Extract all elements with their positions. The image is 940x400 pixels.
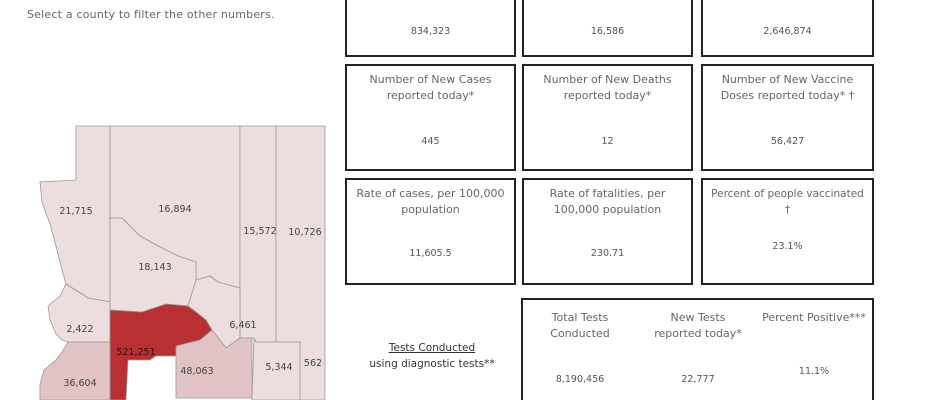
county-graham[interactable] <box>251 337 301 400</box>
county-label-greenlee: 562 <box>304 358 322 369</box>
card-new-deaths-title-1: Number of New Deaths <box>543 73 672 86</box>
tests-heading[interactable]: Tests Conducted <box>388 342 476 354</box>
card-fatality-rate: Rate of fatalities, per 100,000 populati… <box>522 178 693 285</box>
county-label-coconino: 16,894 <box>158 204 191 215</box>
card-new-deaths-title-2: reported today* <box>563 89 652 102</box>
card-new-cases-value: 445 <box>421 136 440 147</box>
card-pct-vaccinated-value: 23.1% <box>772 241 803 252</box>
county-label-gila: 6,461 <box>229 320 256 331</box>
tests-pct-title-1: Percent Positive*** <box>762 311 866 324</box>
county-yuma[interactable] <box>39 341 111 400</box>
card-pct-vaccinated: Percent of people vaccinated † 23.1% <box>701 178 874 285</box>
card-new-doses-title-1: Number of New Vaccine <box>721 73 854 86</box>
county-label-lapaz: 2,422 <box>66 324 93 335</box>
county-label-yavapai: 18,143 <box>138 262 171 273</box>
tests-pct-title: Percent Positive*** <box>759 310 869 326</box>
tests-total-title: Total Tests Conducted <box>525 310 635 342</box>
tests-new-title-2: reported today* <box>654 327 742 340</box>
card-fatality-rate-value: 230.71 <box>590 248 625 259</box>
card-new-doses-title-2: Doses reported today* † <box>720 89 855 102</box>
county-label-apache: 10,726 <box>288 227 321 238</box>
card-deaths-total-value: 16,586 <box>590 26 625 37</box>
tests-pct-value: 11.1% <box>798 366 830 377</box>
card-deaths-total: 16,586 <box>522 0 693 57</box>
tests-new-value: 22,777 <box>681 374 715 385</box>
card-doses-total: 2,646,874 <box>701 0 874 57</box>
card-case-rate-value: 11,605.5 <box>409 248 452 259</box>
card-new-doses-value: 56,427 <box>770 136 805 147</box>
tests-new-title: New Tests reported today* <box>643 310 753 342</box>
card-cases-total-value: 834,323 <box>410 26 451 37</box>
card-new-deaths-value: 12 <box>601 136 614 147</box>
tests-total-value: 8,190,456 <box>555 374 605 385</box>
county-label-navajo: 15,572 <box>243 226 276 237</box>
card-case-rate: Rate of cases, per 100,000 population 11… <box>345 178 516 285</box>
tests-label: Tests Conducted using diagnostic tests** <box>352 340 512 372</box>
card-cases-total: 834,323 <box>345 0 516 57</box>
card-fatality-rate-title-1: Rate of fatalities, per <box>549 187 666 200</box>
tests-subheading: using diagnostic tests** <box>369 358 495 370</box>
county-label-yuma: 36,604 <box>63 378 96 389</box>
card-pct-vaccinated-title: Percent of people vaccinated † <box>711 188 864 216</box>
tests-total-title-2: Conducted <box>550 327 610 340</box>
county-label-graham: 5,344 <box>265 362 292 373</box>
county-label-maricopa: 521,251 <box>116 347 155 358</box>
card-new-deaths: Number of New Deaths reported today* 12 <box>522 64 693 171</box>
county-label-pinal: 48,063 <box>180 366 213 377</box>
county-map-svg[interactable]: 21,715 16,894 15,572 10,726 18,143 6,461… <box>0 0 340 400</box>
county-map[interactable]: 21,715 16,894 15,572 10,726 18,143 6,461… <box>0 0 340 400</box>
card-new-cases: Number of New Cases reported today* 445 <box>345 64 516 171</box>
card-new-cases-title-1: Number of New Cases <box>369 73 492 86</box>
card-fatality-rate-title-2: 100,000 population <box>553 203 662 216</box>
card-new-doses: Number of New Vaccine Doses reported tod… <box>701 64 874 171</box>
card-doses-total-value: 2,646,874 <box>763 26 812 37</box>
tests-new-title-1: New Tests <box>670 311 726 324</box>
card-case-rate-title-1: Rate of cases, per 100,000 <box>356 187 505 200</box>
tests-card: Total Tests Conducted New Tests reported… <box>521 298 874 400</box>
card-new-cases-title-2: reported today* <box>386 89 475 102</box>
county-pinal[interactable] <box>175 329 253 399</box>
county-lapaz[interactable] <box>47 283 111 343</box>
instruction-text: Select a county to filter the other numb… <box>27 8 275 21</box>
tests-total-title-1: Total Tests <box>551 311 609 324</box>
card-case-rate-title-2: population <box>401 203 460 216</box>
county-label-mohave: 21,715 <box>59 206 92 217</box>
